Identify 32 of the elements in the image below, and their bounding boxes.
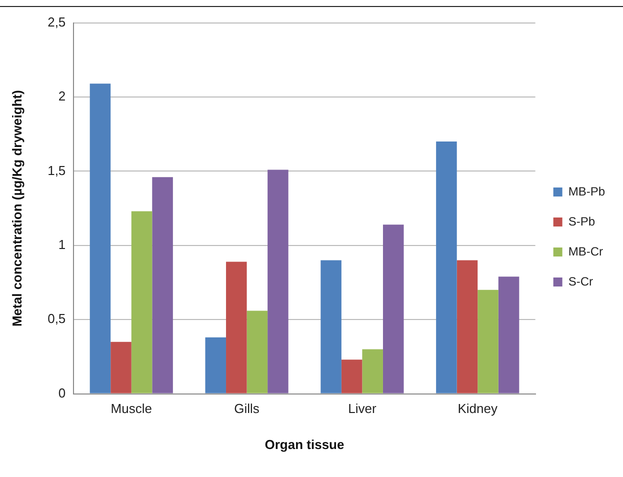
bar: [226, 262, 247, 394]
y-tick-label: 2: [58, 88, 66, 104]
x-tick-label: Gills: [234, 401, 260, 416]
legend-label: S-Pb: [568, 214, 596, 228]
y-tick-label: 1,5: [48, 162, 66, 178]
bar: [362, 349, 383, 394]
bar: [110, 342, 132, 394]
bar: [382, 224, 404, 394]
y-axis-title: Metal concentration (µg/Kg dryweight): [9, 90, 24, 327]
bar: [498, 276, 520, 394]
x-tick-label: Kidney: [458, 401, 498, 416]
bar: [152, 177, 173, 394]
bar: [131, 211, 152, 394]
y-tick-label: 2,5: [48, 14, 66, 30]
bar: [456, 260, 478, 394]
bar: [341, 360, 362, 394]
x-axis-title: Organ tissue: [264, 436, 344, 452]
bar: [436, 142, 457, 394]
x-tick-label: Liver: [348, 401, 377, 416]
bar: [268, 170, 288, 394]
bar: [246, 310, 268, 394]
y-tick-label: 1: [58, 236, 66, 252]
x-tick-label: Muscle: [110, 401, 152, 416]
legend-label: MB-Cr: [568, 244, 603, 258]
bar: [478, 290, 498, 394]
bar: [205, 337, 226, 394]
legend-label: MB-Pb: [568, 184, 606, 198]
bar: [320, 260, 342, 394]
y-tick-label: 0: [58, 385, 66, 400]
legend-label: S-Cr: [568, 274, 593, 288]
y-tick-label: 0,5: [48, 311, 66, 326]
bar: [90, 84, 111, 394]
